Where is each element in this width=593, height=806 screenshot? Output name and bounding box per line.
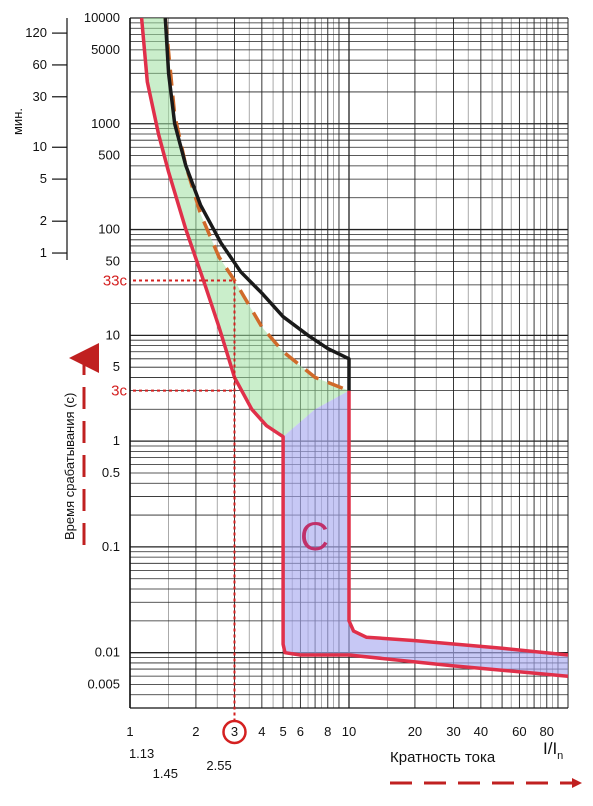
annotations: 33c 3c (103, 272, 128, 399)
series-line-tripping-boundary-dashed (163, 18, 350, 393)
x-tick-label: 6 (297, 724, 304, 739)
y-tick-label: 1000 (91, 116, 120, 131)
x-tick-label: 3 (231, 724, 238, 739)
x-axis-title-group: Кратность тока I/In (390, 739, 582, 788)
magnetic-band-area (283, 390, 568, 677)
x-axis-symbol: I/In (543, 739, 563, 762)
y-tick-label: 100 (98, 222, 120, 237)
annotation-label: 3c (111, 383, 127, 400)
x-tick-label: 80 (540, 724, 554, 739)
minutes-tick-label: 2 (40, 213, 47, 228)
x-extra-label: 1.13 (129, 746, 154, 761)
y-tick-label: 500 (98, 148, 120, 163)
y-tick-label: 10 (106, 327, 120, 342)
x-tick-label: 40 (474, 724, 488, 739)
curve-type-label: C (300, 515, 329, 559)
x-tick-label: 2 (192, 724, 199, 739)
chart-series (139, 18, 568, 678)
y-tick-label: 1 (113, 433, 120, 448)
thermal-band-area (141, 18, 349, 437)
x-tick-labels: 1 2 3 4 5 6 8 10 20 30 40 60 80 1.13 1.45 2.55 (126, 724, 554, 781)
y-tick-label: 0.1 (102, 539, 120, 554)
minutes-axis-label: мин. (10, 108, 25, 135)
x-tick-label: 60 (512, 724, 526, 739)
x-tick-label: 20 (408, 724, 422, 739)
annotation-label: 33c (103, 272, 128, 289)
x-3-highlight-circle (222, 719, 247, 745)
minutes-tick-label: 60 (33, 57, 47, 72)
x-tick-label: 8 (324, 724, 331, 739)
minutes-axis: мин. 120 60 30 10 5 2 1 (10, 18, 68, 260)
y-tick-label: 5 (113, 359, 120, 374)
x-extra-label: 1.45 (153, 766, 178, 781)
series-line-magnetic-upper (347, 390, 568, 657)
y-tick-labels: 10000 5000 1000 500 100 50 10 5 1 0.5 0.1 0.01 0.005 (84, 10, 120, 692)
y-axis-title: Время срабатывания (с) (62, 393, 77, 540)
minutes-tick-label: 30 (33, 89, 47, 104)
x-tick-label: 5 (279, 724, 286, 739)
y-tick-label: 0.005 (87, 677, 120, 692)
series-line-upper-boundary (163, 18, 351, 391)
x-extra-label: 2.55 (206, 758, 231, 773)
y-axis-title-group: Время срабатывания (с) (62, 343, 99, 545)
x-tick-label: 30 (446, 724, 460, 739)
x-axis-arrow-head (572, 778, 582, 788)
reference-lines (133, 279, 247, 745)
x-tick-label: 10 (342, 724, 356, 739)
y-tick-label: 10000 (84, 10, 120, 25)
minutes-tick-label: 1 (40, 245, 47, 260)
y-tick-label: 0.01 (95, 645, 120, 660)
x-tick-label: 4 (258, 724, 265, 739)
y-tick-label: 50 (106, 253, 120, 268)
y-tick-label: 5000 (91, 42, 120, 57)
minutes-tick-label: 5 (40, 171, 47, 186)
minutes-tick-label: 120 (25, 25, 47, 40)
x-axis-title: Кратность тока (390, 749, 496, 766)
minutes-tick-label: 10 (33, 139, 47, 154)
chart-regions (141, 18, 568, 677)
y-tick-label: 0.5 (102, 465, 120, 480)
x-tick-label: 1 (126, 724, 133, 739)
series-line-lower-boundary (139, 18, 568, 678)
